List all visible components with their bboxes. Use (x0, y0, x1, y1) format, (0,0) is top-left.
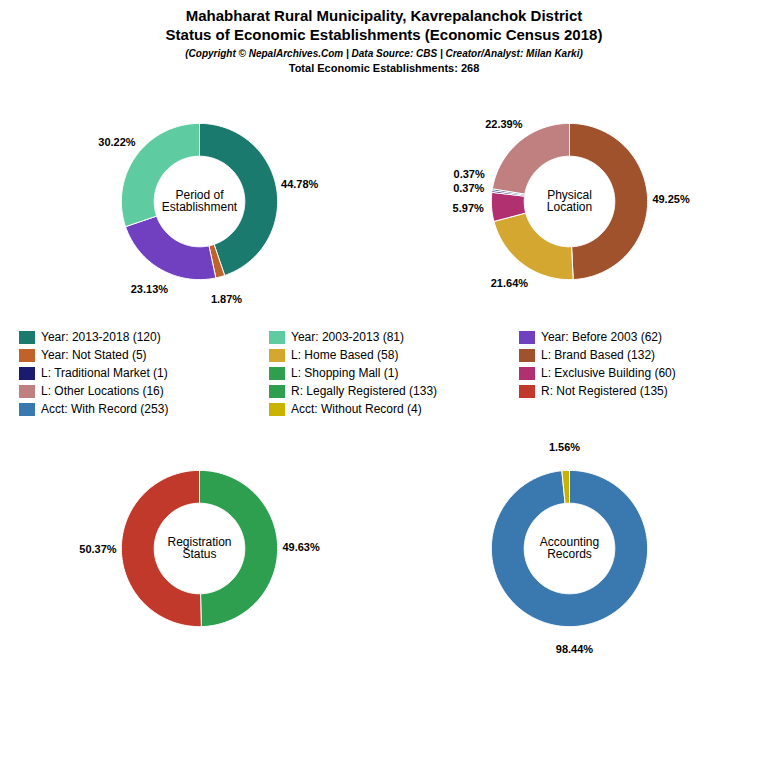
html-text:L: Brand Based (132): L: Brand Based (132) (541, 348, 656, 362)
svg-text:1.56%: 1.56% (549, 441, 580, 453)
html-text:R: Not Registered (135): R: Not Registered (135) (541, 384, 668, 398)
svg-text:22.39%: 22.39% (485, 118, 523, 130)
html-text:Mahabharat Rural Municipality,: Mahabharat Rural Municipality, Kavrepala… (185, 7, 583, 24)
html-text:Year: 2013-2018 (120): Year: 2013-2018 (120) (41, 330, 161, 344)
svg-text:23.13%: 23.13% (131, 283, 169, 295)
svg-text:RegistrationStatus: RegistrationStatus (167, 535, 231, 561)
svg-text:30.22%: 30.22% (98, 136, 136, 148)
html-text:Total Economic Establishments:: Total Economic Establishments: 268 (288, 62, 480, 74)
html-text:Acct: Without Record (4): Acct: Without Record (4) (291, 402, 422, 416)
html-text:L: Traditional Market (1): L: Traditional Market (1) (41, 366, 168, 380)
html-text:Status of Economic Establishme: Status of Economic Establishments (Econo… (165, 26, 603, 43)
svg-text:49.25%: 49.25% (652, 193, 690, 205)
svg-text:98.44%: 98.44% (556, 643, 594, 655)
svg-text:50.37%: 50.37% (79, 543, 117, 555)
html-text:L: Home Based (58): L: Home Based (58) (291, 348, 399, 362)
html-text:L: Exclusive Building (60): L: Exclusive Building (60) (541, 366, 676, 380)
svg-text:AccountingRecords: AccountingRecords (540, 535, 599, 561)
svg-text:Period ofEstablishment: Period ofEstablishment (162, 188, 238, 214)
svg-text:44.78%: 44.78% (281, 178, 319, 190)
svg-text:0.37%: 0.37% (453, 182, 484, 194)
svg-text:21.64%: 21.64% (491, 277, 529, 289)
html-text:L: Other Locations (16): L: Other Locations (16) (41, 384, 164, 398)
html-text:Year: Before 2003 (62): Year: Before 2003 (62) (541, 330, 662, 344)
svg-text:49.63%: 49.63% (282, 541, 320, 553)
svg-text:5.97%: 5.97% (453, 202, 484, 214)
html-text:Year: Not Stated (5): Year: Not Stated (5) (41, 348, 147, 362)
svg-text:PhysicalLocation: PhysicalLocation (547, 188, 592, 214)
html-text:Acct: With Record (253): Acct: With Record (253) (41, 402, 169, 416)
html-text:L: Shopping Mall (1): L: Shopping Mall (1) (291, 366, 399, 380)
html-text:Year: 2003-2013 (81): Year: 2003-2013 (81) (291, 330, 404, 344)
html-text:R: Legally Registered (133): R: Legally Registered (133) (291, 384, 438, 398)
html-text:(Copyright © NepalArchives.Com: (Copyright © NepalArchives.Com | Data So… (185, 48, 583, 59)
svg-text:0.37%: 0.37% (454, 168, 485, 180)
svg-text:1.87%: 1.87% (211, 293, 242, 305)
